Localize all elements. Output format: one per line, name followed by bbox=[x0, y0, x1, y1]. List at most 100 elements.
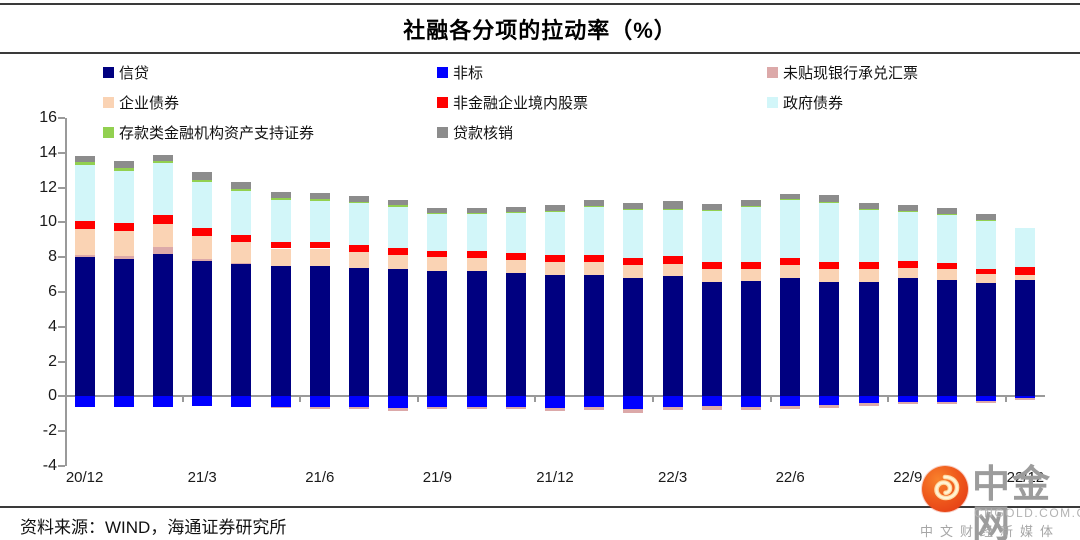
bar-segment bbox=[231, 242, 252, 264]
x-tick-label: 21/6 bbox=[305, 469, 335, 486]
cloud-swirl-icon bbox=[934, 474, 960, 501]
bar-segment bbox=[192, 258, 213, 261]
x-tick-label: 21/12 bbox=[536, 469, 574, 486]
bar-segment bbox=[388, 396, 409, 408]
bar-segment bbox=[897, 402, 918, 405]
bar-segment bbox=[662, 210, 683, 257]
bar-segment bbox=[858, 203, 879, 210]
bar-segment bbox=[505, 206, 526, 212]
bar-segment bbox=[662, 406, 683, 411]
bar-segment bbox=[270, 198, 291, 200]
bar-segment bbox=[309, 265, 330, 397]
bar-segment bbox=[897, 396, 918, 403]
bar-segment bbox=[741, 268, 761, 281]
bar-segment bbox=[74, 229, 95, 256]
bar-segment bbox=[74, 257, 95, 397]
y-axis-tick bbox=[58, 256, 65, 259]
bar-segment bbox=[427, 207, 448, 213]
watermark-domain: CNGOLD.COM.CN bbox=[974, 506, 1080, 520]
bar-segment bbox=[113, 171, 134, 224]
bar-segment bbox=[819, 201, 840, 204]
bar-segment bbox=[545, 255, 565, 263]
bar-segment bbox=[741, 205, 761, 207]
bar-segment bbox=[113, 167, 134, 172]
bar-segment bbox=[976, 213, 997, 220]
bar-segment bbox=[349, 196, 369, 202]
legend-swatch-icon bbox=[437, 66, 448, 78]
bar-segment bbox=[192, 260, 213, 397]
bar-segment bbox=[309, 406, 330, 409]
bar-segment bbox=[858, 396, 879, 404]
bar-segment bbox=[780, 258, 801, 266]
bar-segment bbox=[153, 396, 173, 407]
x-tick-label: 22/3 bbox=[657, 469, 688, 486]
bar-segment bbox=[1015, 398, 1036, 400]
bar-segment bbox=[74, 396, 95, 407]
watermark-brand: 中金网 bbox=[972, 464, 1053, 540]
bar-segment bbox=[976, 400, 997, 404]
legend-label: 非标 bbox=[453, 64, 484, 82]
bar-segment bbox=[153, 163, 173, 216]
legend-swatch-icon bbox=[767, 66, 778, 78]
bar-segment bbox=[427, 251, 448, 258]
y-tick-label: 0 bbox=[48, 387, 57, 405]
legend-label: 非金融企业境内股票 bbox=[453, 94, 589, 112]
bar-segment bbox=[427, 257, 448, 272]
bar-segment bbox=[427, 271, 448, 397]
bar-segment bbox=[505, 252, 526, 260]
bar-segment bbox=[584, 274, 605, 397]
bar-segment bbox=[153, 224, 173, 247]
bar-segment bbox=[976, 219, 997, 221]
y-axis-tick bbox=[58, 117, 65, 119]
bar-segment bbox=[309, 198, 330, 201]
bar-segment bbox=[623, 396, 644, 409]
legend-label: 未贴现银行承兑汇票 bbox=[783, 64, 919, 82]
bar-segment bbox=[741, 406, 761, 411]
bar-segment bbox=[1015, 266, 1036, 275]
footer-rule bbox=[0, 506, 1080, 508]
y-axis-tick bbox=[58, 291, 65, 293]
bar-segment bbox=[113, 396, 134, 407]
bar-segment bbox=[466, 251, 487, 259]
bar-segment bbox=[780, 193, 801, 199]
bar-segment bbox=[74, 156, 95, 163]
title-rule bbox=[0, 52, 1080, 54]
bar-segment bbox=[349, 201, 369, 204]
bar-segment bbox=[819, 261, 840, 269]
bar-segment bbox=[309, 241, 330, 249]
bar-segment bbox=[388, 269, 409, 397]
x-axis-tick bbox=[181, 396, 184, 403]
bar-segment bbox=[584, 396, 605, 407]
bar-segment bbox=[74, 220, 95, 230]
bar-segment bbox=[270, 191, 291, 199]
bar-segment bbox=[309, 248, 330, 266]
bar-segment bbox=[192, 236, 213, 259]
legend-swatch-icon bbox=[103, 66, 114, 78]
bar-segment bbox=[584, 254, 605, 262]
bar-segment bbox=[937, 263, 957, 270]
bar-segment bbox=[662, 200, 683, 210]
y-axis-tick bbox=[58, 325, 65, 328]
legend-item: 企业债券 bbox=[103, 94, 179, 112]
x-axis-tick bbox=[887, 396, 890, 403]
y-tick-label: -2 bbox=[42, 422, 57, 440]
bar-segment bbox=[584, 199, 605, 206]
bar-segment bbox=[153, 246, 173, 254]
bar-segment bbox=[349, 203, 369, 245]
bar-segment bbox=[819, 281, 840, 397]
x-axis-tick bbox=[534, 396, 537, 403]
bar-segment bbox=[545, 274, 565, 397]
bar-segment bbox=[701, 268, 722, 282]
legend-swatch-icon bbox=[767, 96, 778, 108]
bar-segment bbox=[701, 210, 722, 212]
legend-item: 未贴现银行承兑汇票 bbox=[767, 64, 919, 82]
bar-segment bbox=[427, 406, 448, 410]
legend-item: 政府债券 bbox=[767, 94, 843, 112]
y-tick-label: 6 bbox=[48, 283, 57, 300]
bar-segment bbox=[623, 209, 644, 211]
bar-segment bbox=[388, 407, 409, 412]
bar-segment bbox=[780, 396, 801, 406]
chart-title: 社融各分项的拉动率（%） bbox=[403, 18, 677, 43]
y-axis-tick bbox=[58, 430, 65, 433]
